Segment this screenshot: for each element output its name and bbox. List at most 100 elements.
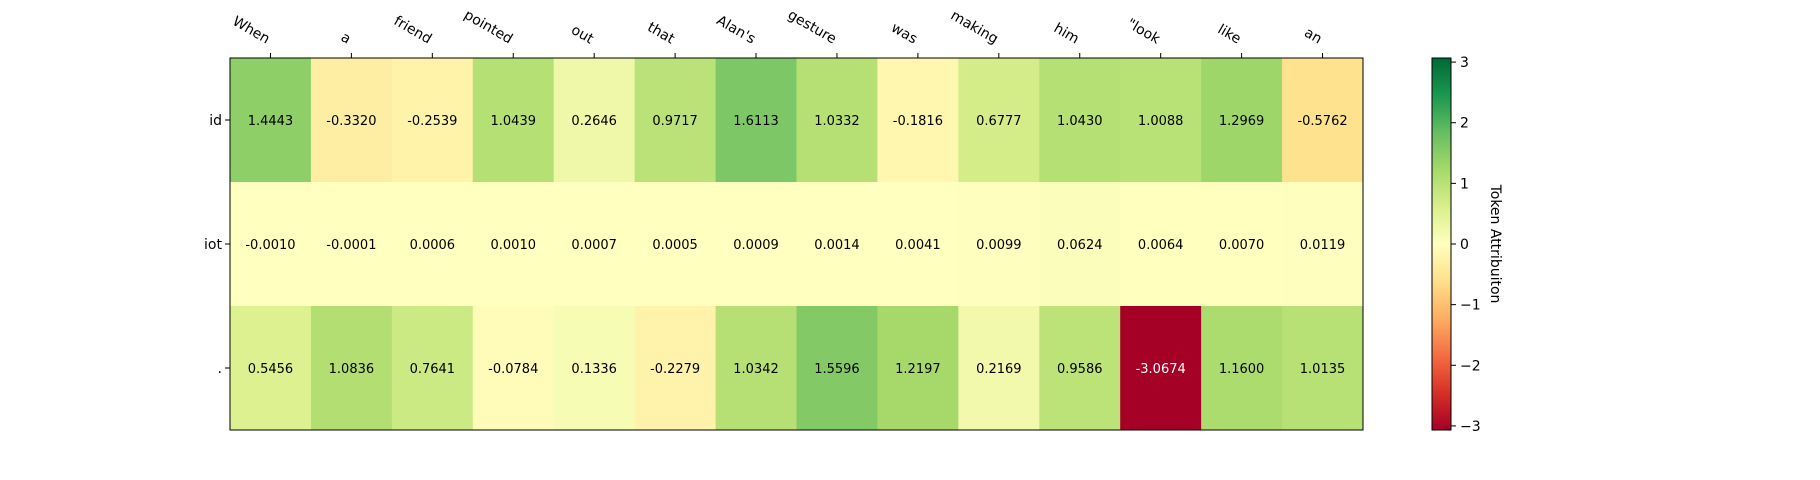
- colorbar-gradient: [1431, 57, 1452, 431]
- heatmap-cell: [1282, 182, 1364, 307]
- cell-value-label: 1.0135: [1300, 362, 1346, 377]
- cell-value-label: 1.2969: [1219, 114, 1265, 129]
- plot-frame: [229, 57, 1364, 431]
- heatmap-cell: [634, 306, 717, 431]
- colorbar: 3 2 1 0 −1 −2 −3 Token Attribuiton: [1431, 55, 1503, 435]
- heatmap-cell: [958, 306, 1040, 431]
- heatmap-cell: [1201, 182, 1283, 307]
- heatmap-cell: [310, 306, 393, 431]
- x-tick-label: When: [230, 14, 273, 48]
- cell-value-label: 0.1336: [571, 362, 617, 377]
- heatmap-cell: [230, 58, 312, 183]
- cell-value-label: 0.0006: [410, 238, 456, 253]
- heatmap-cell: [553, 182, 636, 307]
- heatmap-cell: [796, 306, 878, 431]
- cell-value-label: 1.0332: [814, 114, 860, 129]
- cell-value-label: 0.9586: [1057, 362, 1103, 377]
- heatmap-cell: [1120, 58, 1202, 183]
- x-tick-label: an: [1301, 25, 1324, 48]
- heatmap-cell: [230, 182, 312, 307]
- x-tick-label: making: [948, 8, 1001, 48]
- cell-value-label: 0.0070: [1219, 238, 1265, 253]
- colorbar-tick-label: 3: [1460, 55, 1469, 71]
- heatmap-cell: [472, 182, 555, 307]
- heatmap-cell: [310, 182, 393, 307]
- cell-value-label: 1.5596: [814, 362, 860, 377]
- heatmap-cell: [1201, 58, 1283, 183]
- cell-value-label: -0.2279: [650, 362, 700, 377]
- heatmap-cell: [310, 58, 393, 183]
- y-tick-labels: id iot.: [204, 113, 230, 377]
- x-tick-label: friend: [391, 13, 434, 47]
- x-tick-label: like: [1215, 22, 1244, 48]
- x-tick-label: gesture: [785, 7, 839, 47]
- cell-value-label: 1.4443: [248, 114, 294, 129]
- cell-value-label: 1.2197: [895, 362, 941, 377]
- heatmap-cell: [958, 182, 1040, 307]
- cell-value-label: 1.1600: [1219, 362, 1265, 377]
- heatmap-cell: [1039, 182, 1121, 307]
- heatmap-cell: [796, 182, 878, 307]
- y-tick-label: iot: [204, 237, 222, 253]
- heatmap-cell: [1039, 58, 1121, 183]
- heatmap-cell: [553, 306, 636, 431]
- cell-value-label: 0.7641: [410, 362, 456, 377]
- colorbar-label: Token Attribuiton: [1487, 184, 1503, 304]
- cell-value-label: 0.0007: [571, 238, 617, 253]
- heatmap-cell: [391, 182, 474, 307]
- heatmap-cell: [877, 58, 959, 183]
- cell-value-label: 1.0836: [329, 362, 375, 377]
- heatmap-cell: [472, 58, 555, 183]
- cell-value-label: -0.3320: [326, 114, 376, 129]
- heatmap-cell: [230, 306, 312, 431]
- cell-value-label: 0.0014: [814, 238, 860, 253]
- cell-value-label: 0.0005: [652, 238, 698, 253]
- cell-value-label: 0.2646: [571, 114, 617, 129]
- cell-value-label: -3.0674: [1136, 362, 1186, 377]
- cell-value-label: -0.0001: [326, 238, 376, 253]
- x-tick-labels: When a friend pointed out that Alan's gesture wa…: [230, 7, 1325, 58]
- heatmap-cell: [634, 58, 717, 183]
- x-tick-label: a: [338, 29, 353, 47]
- heatmap-cell: [1282, 58, 1364, 183]
- x-tick-label: him: [1051, 20, 1082, 47]
- heatmap-cell: [553, 58, 636, 183]
- heatmap-cell: [877, 182, 959, 307]
- heatmap-cell: [472, 306, 555, 431]
- cell-value-label: -0.1816: [893, 114, 943, 129]
- cell-value-label: 0.0624: [1057, 238, 1103, 253]
- cell-value-label: -0.0010: [245, 238, 295, 253]
- colorbar-tick-label: 0: [1460, 237, 1469, 253]
- cell-value-label: 1.0088: [1138, 114, 1184, 129]
- cell-value-label: 0.2169: [976, 362, 1022, 377]
- cell-value-label: 0.9717: [652, 114, 698, 129]
- colorbar-tick-label: −3: [1460, 419, 1481, 435]
- heatmap-cell: [1120, 306, 1202, 431]
- x-tick-label: "look: [1124, 16, 1164, 48]
- heatmap-cell: [1201, 306, 1283, 431]
- cell-value-label: 0.0041: [895, 238, 941, 253]
- cell-value-label: 1.0439: [491, 114, 537, 129]
- heatmap-cell: [391, 306, 474, 431]
- cell-value-label: -0.0784: [488, 362, 538, 377]
- cell-value-label: 1.6113: [733, 114, 779, 129]
- x-tick-label: pointed: [461, 7, 515, 47]
- colorbar-tick-label: −2: [1460, 358, 1481, 374]
- cell-value-label: 0.0119: [1300, 238, 1346, 253]
- x-tick-label: out: [568, 22, 596, 48]
- colorbar-tick-label: 1: [1460, 176, 1469, 192]
- cell-value-label: 0.0009: [733, 238, 779, 253]
- colorbar-tick-label: 2: [1460, 116, 1469, 132]
- heatmap-cell: [1039, 306, 1121, 431]
- cell-value-label: 1.0430: [1057, 114, 1103, 129]
- colorbar-tick-label: −1: [1460, 298, 1481, 314]
- y-tick-label: id: [209, 113, 222, 129]
- x-tick-label: that: [644, 19, 677, 47]
- cell-value-label: 0.0064: [1138, 238, 1184, 253]
- heatmap-cells: 1.4443 -0.3320 -0.2539 1.0439 0.2646 0.9717 1.…: [230, 58, 1364, 431]
- heatmap-cell: [958, 58, 1040, 183]
- cell-value-label: 1.0342: [733, 362, 779, 377]
- cell-value-label: -0.5762: [1297, 114, 1347, 129]
- heatmap-cell: [1282, 306, 1364, 431]
